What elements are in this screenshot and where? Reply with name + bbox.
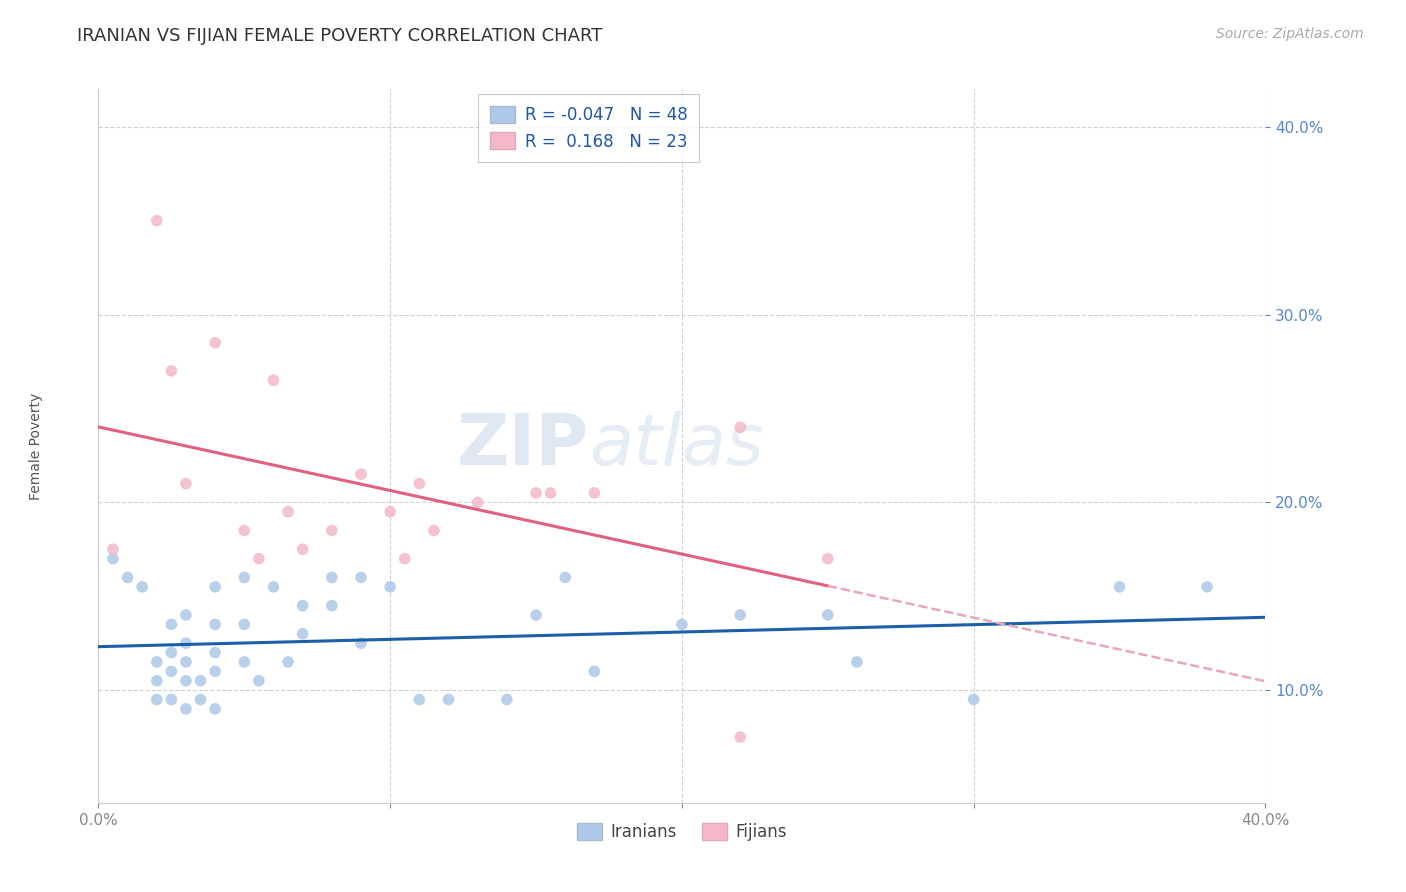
Point: [160, 617, 183, 632]
Point: [174, 702, 197, 716]
Text: ZIP: ZIP: [457, 411, 589, 481]
Point: [671, 617, 693, 632]
Point: [423, 524, 446, 538]
Point: [1108, 580, 1130, 594]
Text: atlas: atlas: [589, 411, 763, 481]
Point: [160, 364, 183, 378]
Point: [496, 692, 519, 706]
Point: [174, 636, 197, 650]
Point: [554, 570, 576, 584]
Point: [540, 486, 562, 500]
Point: [394, 551, 416, 566]
Point: [730, 420, 752, 434]
Point: [350, 636, 373, 650]
Point: [174, 476, 197, 491]
Point: [817, 607, 839, 622]
Point: [204, 702, 226, 716]
Point: [262, 373, 284, 387]
Point: [146, 655, 169, 669]
Point: [524, 607, 547, 622]
Point: [117, 570, 139, 584]
Point: [277, 655, 299, 669]
Point: [408, 476, 430, 491]
Point: [380, 580, 402, 594]
Point: [467, 495, 489, 509]
Legend: Iranians, Fijians: Iranians, Fijians: [571, 816, 793, 848]
Point: [204, 580, 226, 594]
Point: [146, 692, 169, 706]
Point: [262, 580, 284, 594]
Point: [204, 646, 226, 660]
Point: [350, 570, 373, 584]
Point: [101, 551, 124, 566]
Point: [730, 730, 752, 744]
Point: [233, 617, 256, 632]
Point: [846, 655, 869, 669]
Point: [321, 524, 343, 538]
Text: IRANIAN VS FIJIAN FEMALE POVERTY CORRELATION CHART: IRANIAN VS FIJIAN FEMALE POVERTY CORRELA…: [77, 27, 603, 45]
Point: [233, 524, 256, 538]
Point: [174, 607, 197, 622]
Point: [174, 673, 197, 688]
Point: [204, 665, 226, 679]
Point: [146, 673, 169, 688]
Point: [101, 542, 124, 557]
Point: [233, 655, 256, 669]
Point: [524, 486, 547, 500]
Point: [321, 599, 343, 613]
Point: [146, 213, 169, 227]
Point: [277, 505, 299, 519]
Point: [962, 692, 984, 706]
Point: [131, 580, 153, 594]
Point: [321, 570, 343, 584]
Point: [291, 542, 314, 557]
Point: [160, 646, 183, 660]
Point: [291, 627, 314, 641]
Point: [350, 467, 373, 482]
Point: [160, 665, 183, 679]
Point: [247, 551, 270, 566]
Point: [437, 692, 460, 706]
Point: [204, 335, 226, 350]
Point: [408, 692, 430, 706]
Point: [1195, 580, 1218, 594]
Point: [204, 617, 226, 632]
Point: [291, 599, 314, 613]
Text: Source: ZipAtlas.com: Source: ZipAtlas.com: [1216, 27, 1364, 41]
Point: [817, 551, 839, 566]
Point: [233, 570, 256, 584]
Point: [730, 607, 752, 622]
Point: [583, 665, 606, 679]
Point: [583, 486, 606, 500]
Y-axis label: Female Poverty: Female Poverty: [30, 392, 42, 500]
Point: [190, 692, 212, 706]
Point: [380, 505, 402, 519]
Point: [247, 673, 270, 688]
Point: [160, 692, 183, 706]
Point: [190, 673, 212, 688]
Point: [174, 655, 197, 669]
